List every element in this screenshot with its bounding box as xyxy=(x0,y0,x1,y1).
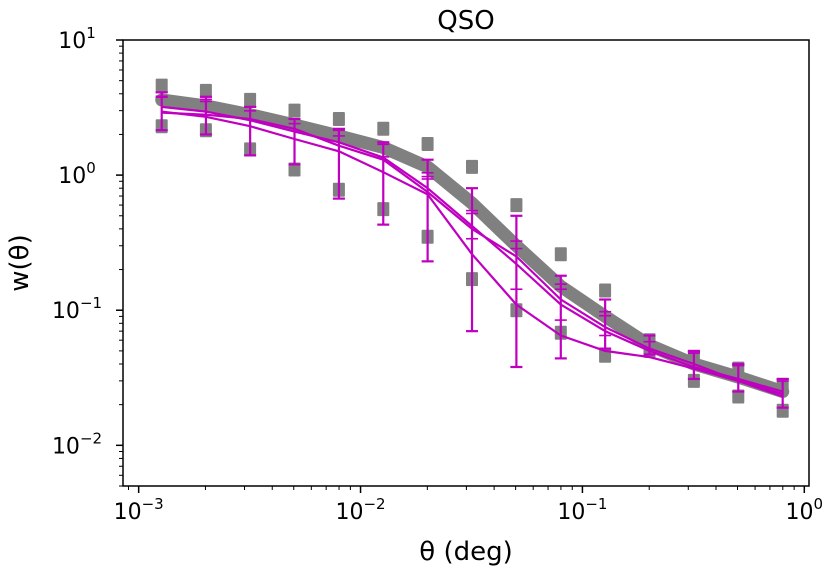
data-point-gray xyxy=(554,247,567,262)
data-point-gray xyxy=(155,78,168,93)
series-line-magenta-1 xyxy=(161,105,784,393)
data-point-gray xyxy=(466,159,478,174)
x-tick-label: 100 xyxy=(786,495,824,525)
data-point-gray xyxy=(687,373,700,388)
y-tick-label: 100 xyxy=(58,159,96,189)
x-tick-label: 10−2 xyxy=(335,495,385,525)
data-point-gray xyxy=(288,162,301,177)
x-tick-label: 10−1 xyxy=(557,495,607,525)
y-tick-label: 10−1 xyxy=(52,294,102,324)
data-point-gray xyxy=(599,283,612,298)
data-point-gray xyxy=(510,198,523,213)
data-point-gray xyxy=(199,83,212,98)
series-line-magenta-2 xyxy=(161,110,784,396)
data-point-gray xyxy=(288,103,301,118)
x-axis-label: θ (deg) xyxy=(419,537,512,567)
plot-content xyxy=(155,78,790,418)
x-tick-label: 10−3 xyxy=(114,495,164,525)
data-point-gray xyxy=(421,137,434,151)
data-point-gray xyxy=(732,389,745,404)
y-tick-label: 101 xyxy=(58,24,96,54)
series-line-magenta-3 xyxy=(161,111,784,398)
data-point-gray xyxy=(377,121,390,136)
axis-ticks: 10−3 10−2 10−1 100 10−2 10−1 100 101 xyxy=(52,24,823,525)
chart-title: QSO xyxy=(437,6,494,36)
y-tick-label: 10−2 xyxy=(52,429,102,459)
data-point-gray xyxy=(244,92,257,107)
y-axis-label: w(θ) xyxy=(5,234,35,291)
data-point-gray xyxy=(332,112,345,126)
